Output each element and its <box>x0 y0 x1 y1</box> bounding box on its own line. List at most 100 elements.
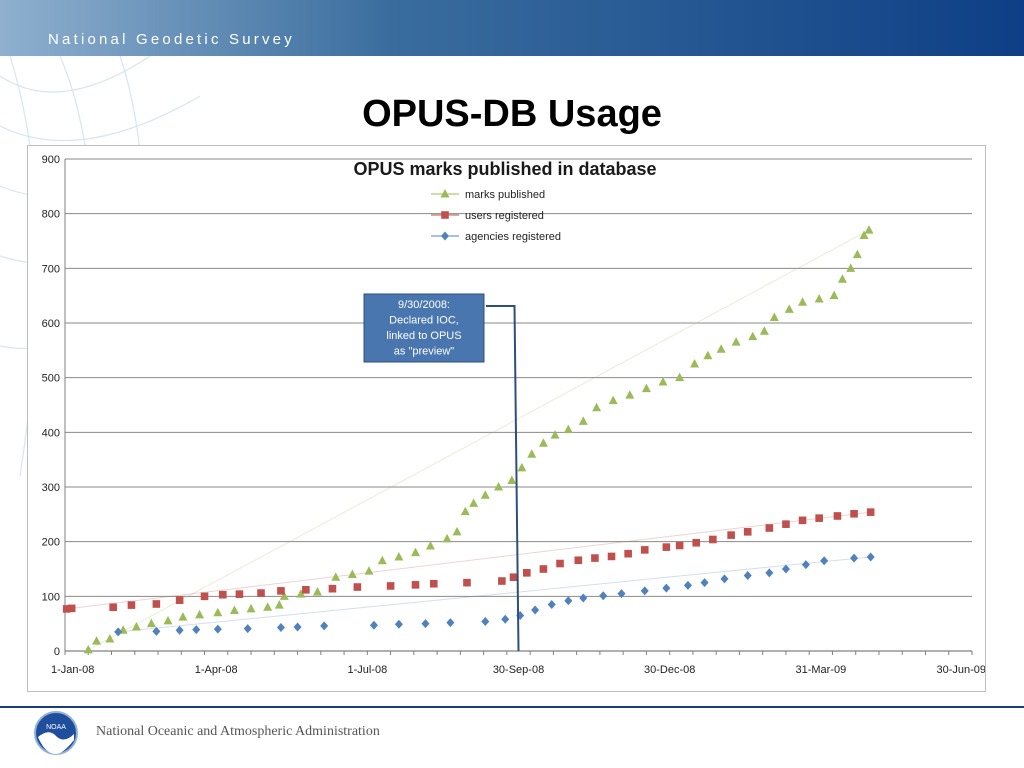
data-point <box>692 538 701 547</box>
data-point <box>498 577 506 585</box>
y-tick-label: 700 <box>42 263 60 275</box>
data-point <box>219 590 227 599</box>
data-point <box>564 596 573 606</box>
data-point <box>92 636 102 645</box>
data-point <box>152 600 161 608</box>
data-point <box>328 584 337 593</box>
slide-title: OPUS-DB Usage <box>362 93 662 135</box>
data-point <box>509 573 518 581</box>
y-tick-label: 800 <box>42 209 60 221</box>
data-point <box>859 230 869 240</box>
data-point <box>662 583 671 593</box>
legend-label: agencies registered <box>465 231 561 243</box>
data-point <box>312 586 322 596</box>
legend-marker <box>440 189 450 198</box>
y-tick-label: 200 <box>42 537 60 549</box>
data-point <box>105 633 115 643</box>
data-point <box>538 438 548 447</box>
data-point <box>114 627 123 637</box>
legend-marker <box>441 231 449 241</box>
trendline-1 <box>66 511 871 610</box>
data-point <box>516 610 525 620</box>
org-name: National Geodetic Survey <box>48 31 295 48</box>
trendline-0 <box>88 229 870 651</box>
data-point <box>347 569 357 578</box>
data-point <box>798 516 807 525</box>
data-point <box>494 482 504 491</box>
data-point <box>263 602 273 611</box>
callout-text-line: linked to OPUS <box>386 330 461 342</box>
y-tick-label: 0 <box>54 646 60 658</box>
data-point <box>195 609 205 619</box>
data-point <box>293 622 302 632</box>
data-point <box>801 560 810 570</box>
data-point <box>624 549 632 558</box>
data-point <box>784 304 794 313</box>
data-point <box>131 621 141 631</box>
callout-box <box>363 293 485 363</box>
data-point <box>175 596 184 604</box>
data-point <box>425 541 435 550</box>
data-point <box>556 559 564 568</box>
data-point <box>781 564 790 574</box>
data-point <box>599 591 608 601</box>
y-tick-label: 400 <box>42 427 60 439</box>
data-point <box>640 546 649 554</box>
legend-marker <box>441 211 449 219</box>
data-point <box>481 616 490 626</box>
y-tick-label: 500 <box>42 373 60 385</box>
data-point <box>837 274 847 283</box>
legend: marks published users registered agencies … <box>431 189 561 243</box>
data-point <box>377 555 387 565</box>
data-point <box>592 402 602 412</box>
data-point <box>607 552 616 561</box>
noaa-logo-icon: NOAA <box>34 711 78 755</box>
data-point <box>353 583 362 591</box>
data-point <box>163 615 173 625</box>
legend-label: marks published <box>465 189 545 201</box>
data-point <box>83 644 93 654</box>
data-point <box>769 312 779 322</box>
x-tick-label: 30-Dec-08 <box>644 664 695 676</box>
data-point <box>517 462 527 472</box>
data-point <box>175 625 184 635</box>
data-point <box>675 372 685 382</box>
data-point <box>748 331 758 341</box>
data-point <box>662 543 671 551</box>
data-point <box>213 607 223 617</box>
data-point <box>531 605 540 615</box>
grid <box>65 158 972 652</box>
legend-label: users registered <box>465 210 544 222</box>
data-point <box>866 508 875 516</box>
data-point <box>703 350 713 360</box>
y-tick-label: 300 <box>42 482 60 494</box>
data-point <box>574 556 583 565</box>
data-point <box>743 571 752 581</box>
data-point <box>469 498 479 507</box>
data-point <box>527 449 537 458</box>
x-tick-label: 30-Jun-09 <box>936 664 985 676</box>
x-tick-label: 30-Sep-08 <box>493 664 544 676</box>
callout-text-line: 9/30/2008: <box>398 299 450 311</box>
data-point <box>331 572 341 581</box>
data-point <box>200 592 209 601</box>
data-point <box>394 551 404 561</box>
data-point <box>302 585 310 594</box>
data-point <box>608 395 618 405</box>
data-point <box>152 626 161 636</box>
data-point <box>67 604 76 613</box>
chart: OPUS marks published in database 0 100 200… <box>42 154 985 676</box>
callout-text-line: Declared IOC, <box>389 315 459 327</box>
data-point <box>246 603 256 613</box>
data-point <box>62 605 71 613</box>
data-point <box>743 528 752 536</box>
data-point <box>658 377 668 386</box>
callout-text-line: as "preview" <box>394 346 454 358</box>
footer-divider <box>0 706 1024 708</box>
data-point <box>411 581 420 589</box>
data-point <box>463 578 471 587</box>
x-tick-label: 31-Mar-09 <box>795 664 846 676</box>
data-point <box>243 624 252 634</box>
data-point <box>274 600 284 609</box>
series-agencies-registered <box>114 552 875 637</box>
